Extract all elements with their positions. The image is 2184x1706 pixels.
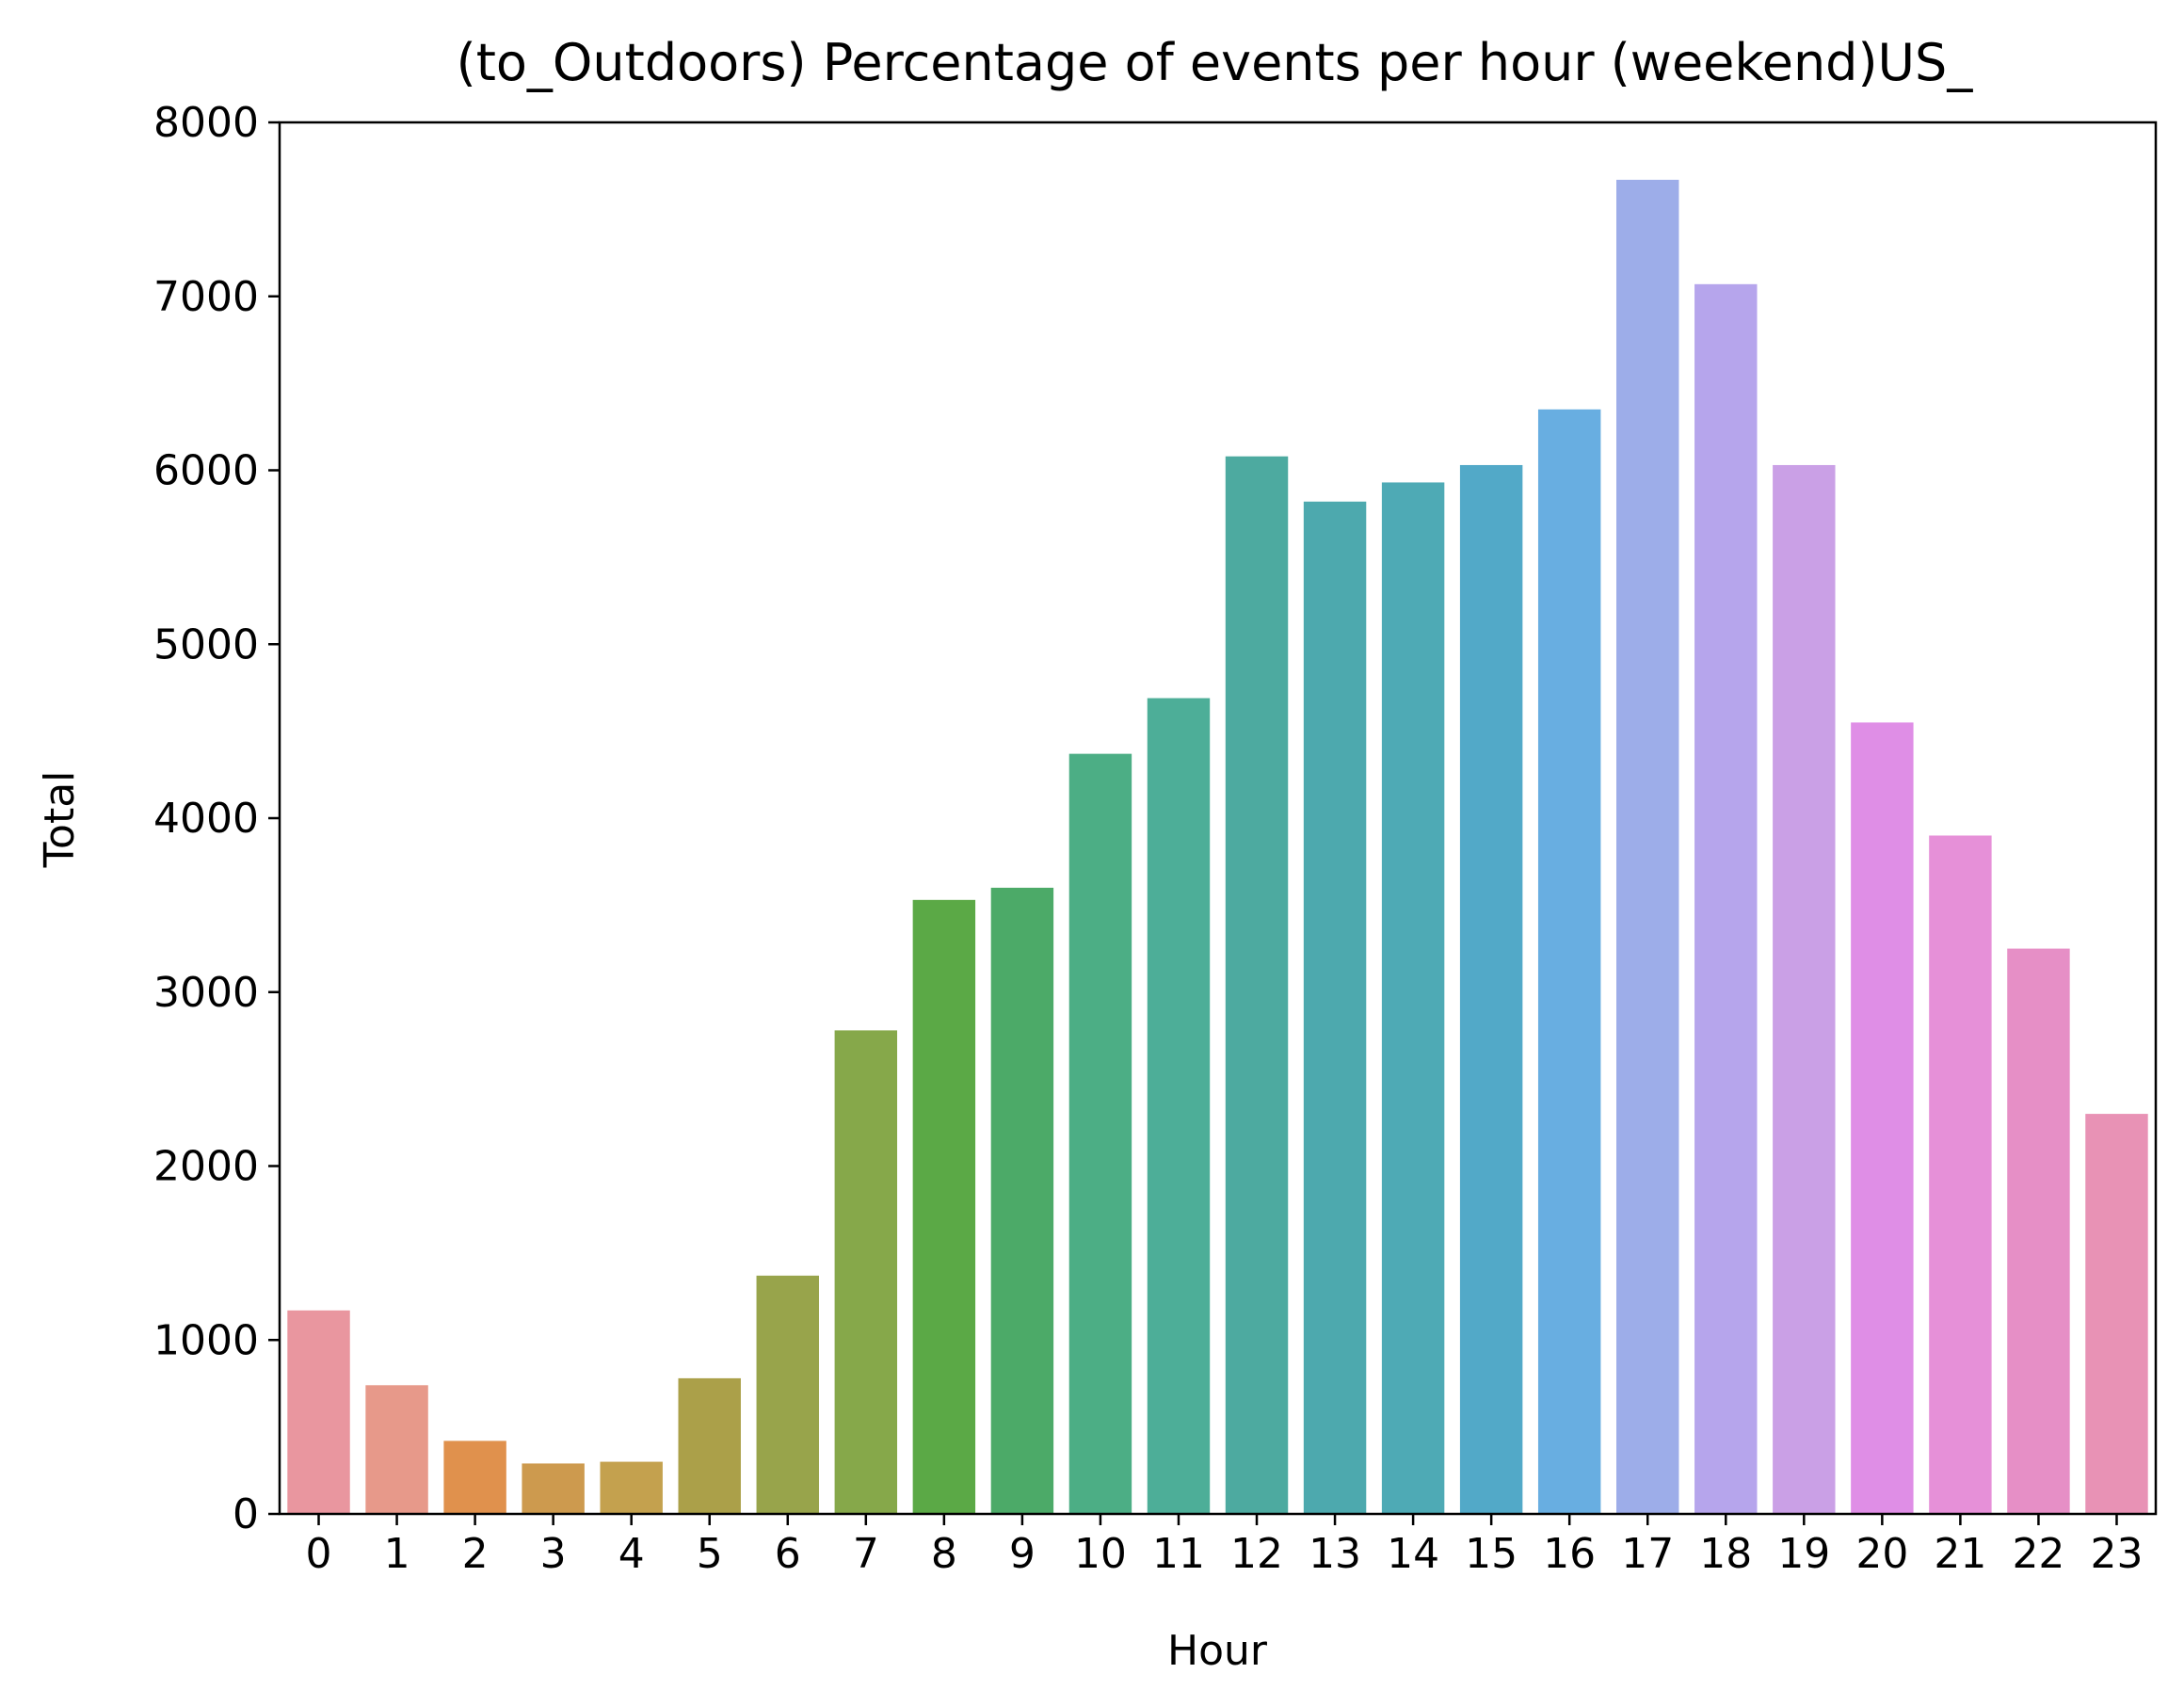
x-tick-label: 11 <box>1152 1530 1205 1578</box>
x-tick-label: 14 <box>1387 1530 1439 1578</box>
x-tick-label: 8 <box>931 1530 957 1578</box>
plot-frame <box>278 121 2158 1516</box>
bar-hour-21 <box>1929 835 1992 1514</box>
x-tick-label: 10 <box>1074 1530 1127 1578</box>
x-tick-label: 9 <box>1009 1530 1036 1578</box>
bar-hour-15 <box>1459 464 1523 1514</box>
x-tick-label: 13 <box>1309 1530 1361 1578</box>
y-tick-label: 4000 <box>153 795 259 843</box>
bar-hour-22 <box>2007 948 2070 1514</box>
x-tick-label: 17 <box>1621 1530 1674 1578</box>
bar-hour-16 <box>1537 409 1601 1514</box>
bar-hour-4 <box>600 1461 663 1514</box>
x-tick-label: 16 <box>1543 1530 1596 1578</box>
bar-hour-9 <box>990 887 1054 1514</box>
y-axis-label: Total <box>36 771 84 869</box>
x-tick-label: 22 <box>2012 1530 2064 1578</box>
y-tick-label: 8000 <box>153 99 259 147</box>
bar-hour-1 <box>365 1385 428 1514</box>
x-tick-label: 20 <box>1855 1530 1908 1578</box>
x-tick-label: 19 <box>1777 1530 1830 1578</box>
x-axis: 0 1 2 3 4 5 6 7 8 9 10 11 12 13 14 15 16 17 18 19 20 21 22 23 <box>306 1514 2143 1578</box>
x-tick-label: 3 <box>540 1530 567 1578</box>
x-tick-label: 4 <box>618 1530 645 1578</box>
x-tick-label: 15 <box>1465 1530 1518 1578</box>
bars-group <box>287 179 2148 1515</box>
x-tick-label: 6 <box>775 1530 801 1578</box>
bar-hour-13 <box>1303 501 1367 1514</box>
bar-hour-19 <box>1773 464 1836 1514</box>
y-tick-label: 0 <box>233 1490 259 1538</box>
bar-hour-11 <box>1147 698 1211 1514</box>
x-tick-label: 12 <box>1230 1530 1283 1578</box>
bar-hour-23 <box>2085 1114 2148 1514</box>
bar-hour-6 <box>756 1275 819 1514</box>
y-tick-label: 7000 <box>153 273 259 321</box>
x-tick-label: 1 <box>384 1530 410 1578</box>
y-tick-label: 6000 <box>153 447 259 495</box>
bar-hour-8 <box>912 899 976 1514</box>
x-tick-label: 0 <box>306 1530 332 1578</box>
x-tick-label: 5 <box>697 1530 723 1578</box>
x-axis-label: Hour <box>1167 1627 1268 1675</box>
bar-hour-7 <box>834 1030 898 1514</box>
y-axis: 0 1000 2000 3000 4000 5000 6000 7000 8000 <box>153 99 280 1538</box>
y-tick-label: 3000 <box>153 969 259 1017</box>
bar-hour-20 <box>1851 722 1914 1514</box>
bar-hour-14 <box>1381 482 1445 1514</box>
x-tick-label: 21 <box>1934 1530 1986 1578</box>
x-tick-label: 23 <box>2090 1530 2143 1578</box>
x-tick-label: 7 <box>853 1530 879 1578</box>
bar-hour-18 <box>1694 283 1758 1514</box>
bar-hour-5 <box>678 1377 741 1514</box>
y-tick-label: 5000 <box>153 620 259 668</box>
bar-hour-10 <box>1068 753 1132 1514</box>
y-tick-label: 1000 <box>153 1316 259 1364</box>
bar-hour-17 <box>1616 179 1679 1514</box>
bar-hour-3 <box>522 1463 585 1514</box>
x-tick-label: 18 <box>1699 1530 1752 1578</box>
y-tick-label: 2000 <box>153 1143 259 1191</box>
chart-title: (to_Outdoors) Percentage of events per h… <box>457 33 1974 92</box>
bar-hour-12 <box>1225 456 1289 1515</box>
x-tick-label: 2 <box>462 1530 489 1578</box>
bar-hour-0 <box>287 1310 350 1514</box>
bar-hour-2 <box>443 1440 506 1514</box>
